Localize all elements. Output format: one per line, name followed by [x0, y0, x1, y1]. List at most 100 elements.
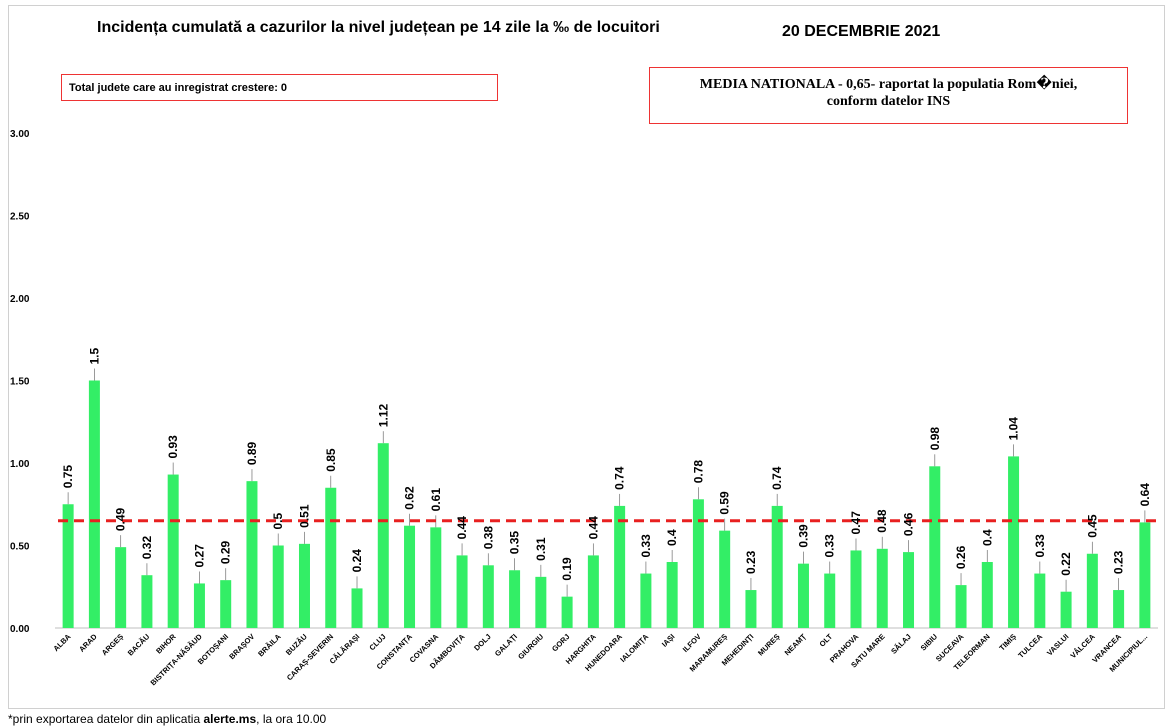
bar [535, 576, 547, 628]
bar [929, 466, 941, 628]
value-label: 0.74 [770, 466, 784, 490]
increase-counter-box: Total judete care au inregistrat crester… [61, 74, 498, 101]
category-label: VASLUI [1045, 632, 1070, 657]
bar [272, 545, 284, 628]
footer-suffix: , la ora 10.00 [256, 712, 327, 726]
value-label: 0.24 [350, 549, 364, 573]
value-label: 0.61 [429, 488, 443, 512]
value-label: 0.26 [954, 545, 968, 569]
category-label: IAȘI [660, 632, 677, 649]
bar [666, 562, 678, 628]
y-tick-label: 0.00 [10, 624, 30, 635]
category-label: TIMIȘ [997, 632, 1018, 653]
value-labels: 0.75 1.5 0.49 0.32 0.93 0.27 0.29 0.89 0.5 0.51 0.… [61, 347, 1152, 580]
bar [193, 583, 205, 628]
bar [903, 552, 915, 628]
value-label: 0.49 [114, 507, 128, 531]
category-label: ILFOV [681, 632, 703, 654]
value-label: 0.19 [560, 557, 574, 581]
bar [876, 548, 888, 628]
bar [692, 499, 704, 628]
bar [1060, 591, 1072, 628]
category-label: TULCEA [1016, 632, 1044, 660]
bar [62, 504, 74, 628]
footer-prefix: *prin exportarea datelor din aplicatia [8, 712, 204, 726]
report-date: 20 DECEMBRIE 2021 [782, 23, 941, 40]
bar [955, 585, 967, 628]
value-label: 0.33 [639, 534, 653, 558]
value-label: 0.93 [166, 435, 180, 459]
value-label: 0.5 [271, 512, 285, 529]
bar [377, 443, 389, 628]
bars [62, 380, 1151, 628]
y-tick-label: 3.00 [10, 129, 30, 140]
category-label: BRĂILA [256, 632, 283, 659]
value-label: 0.4 [665, 529, 679, 546]
value-label: 0.38 [481, 526, 495, 550]
bar [1113, 590, 1125, 628]
y-axis: 0.00 0.50 1.00 1.50 2.00 2.50 3.00 [10, 129, 1158, 635]
bar [298, 543, 310, 628]
bar [771, 505, 783, 628]
value-label: 0.44 [586, 516, 600, 540]
value-label: 0.33 [1033, 534, 1047, 558]
bar [456, 555, 468, 628]
bar [797, 563, 809, 628]
value-label: 0.98 [928, 427, 942, 451]
leader-lines [67, 368, 1146, 597]
category-label: GIURGIU [516, 632, 545, 661]
category-label: SIBIU [919, 632, 940, 653]
value-label: 0.22 [1059, 552, 1073, 576]
bar [824, 573, 836, 628]
value-label: 1.5 [87, 347, 101, 364]
category-label: DOLJ [472, 632, 493, 653]
category-label: ARAD [77, 632, 99, 654]
x-axis-labels: ALBA ARAD ARGEȘ BACĂU BIHORBISTRIȚA-NĂSĂUDBO… [51, 632, 1149, 688]
footer-note: *prin exportarea datelor din aplicatia a… [8, 712, 326, 726]
category-label: BIHOR [154, 632, 178, 656]
value-label: 0.23 [1112, 550, 1126, 574]
category-label: CARAȘ-SEVERIN [285, 632, 335, 682]
bar [850, 550, 862, 628]
value-label: 0.32 [140, 536, 154, 560]
value-label: 0.47 [849, 511, 863, 535]
category-label: NEAMȚ [783, 632, 809, 658]
value-label: 0.33 [823, 534, 837, 558]
bar [640, 573, 652, 628]
bar [430, 527, 442, 628]
value-label: 0.35 [508, 531, 522, 555]
value-label: 0.62 [403, 486, 417, 510]
value-label: 0.46 [902, 512, 916, 536]
y-tick-label: 1.50 [10, 377, 30, 388]
category-label: ALBA [51, 632, 73, 654]
category-label: GORJ [550, 632, 571, 653]
value-label: 0.27 [192, 544, 206, 568]
bar [719, 530, 731, 628]
footer-app-name: alerte.ms [203, 712, 257, 726]
bar [246, 481, 258, 628]
national-average-line2: conform datelor INS [826, 94, 951, 109]
value-label: 0.75 [61, 465, 75, 489]
bar [1086, 553, 1098, 628]
value-label: 0.23 [744, 550, 758, 574]
category-label: OLT [818, 632, 835, 649]
bar [587, 555, 599, 628]
value-label: 1.04 [1007, 417, 1021, 441]
category-label: GALAȚI [493, 632, 519, 658]
bar [614, 505, 626, 628]
category-label: SĂLAJ [889, 632, 913, 656]
value-label: 0.29 [219, 540, 233, 564]
category-label: BRAȘOV [227, 632, 256, 661]
bar [1034, 573, 1046, 628]
bar [88, 380, 100, 628]
value-label: 0.59 [718, 491, 732, 515]
bar [167, 474, 179, 628]
y-tick-label: 2.50 [10, 212, 30, 223]
bar [981, 562, 993, 628]
national-average-box: MEDIA NATIONALA - 0,65- raportat la popu… [649, 67, 1128, 124]
value-label: 0.48 [875, 509, 889, 533]
category-label: IALOMIȚA [618, 632, 650, 664]
value-label: 0.85 [324, 448, 338, 472]
bar [404, 525, 416, 628]
